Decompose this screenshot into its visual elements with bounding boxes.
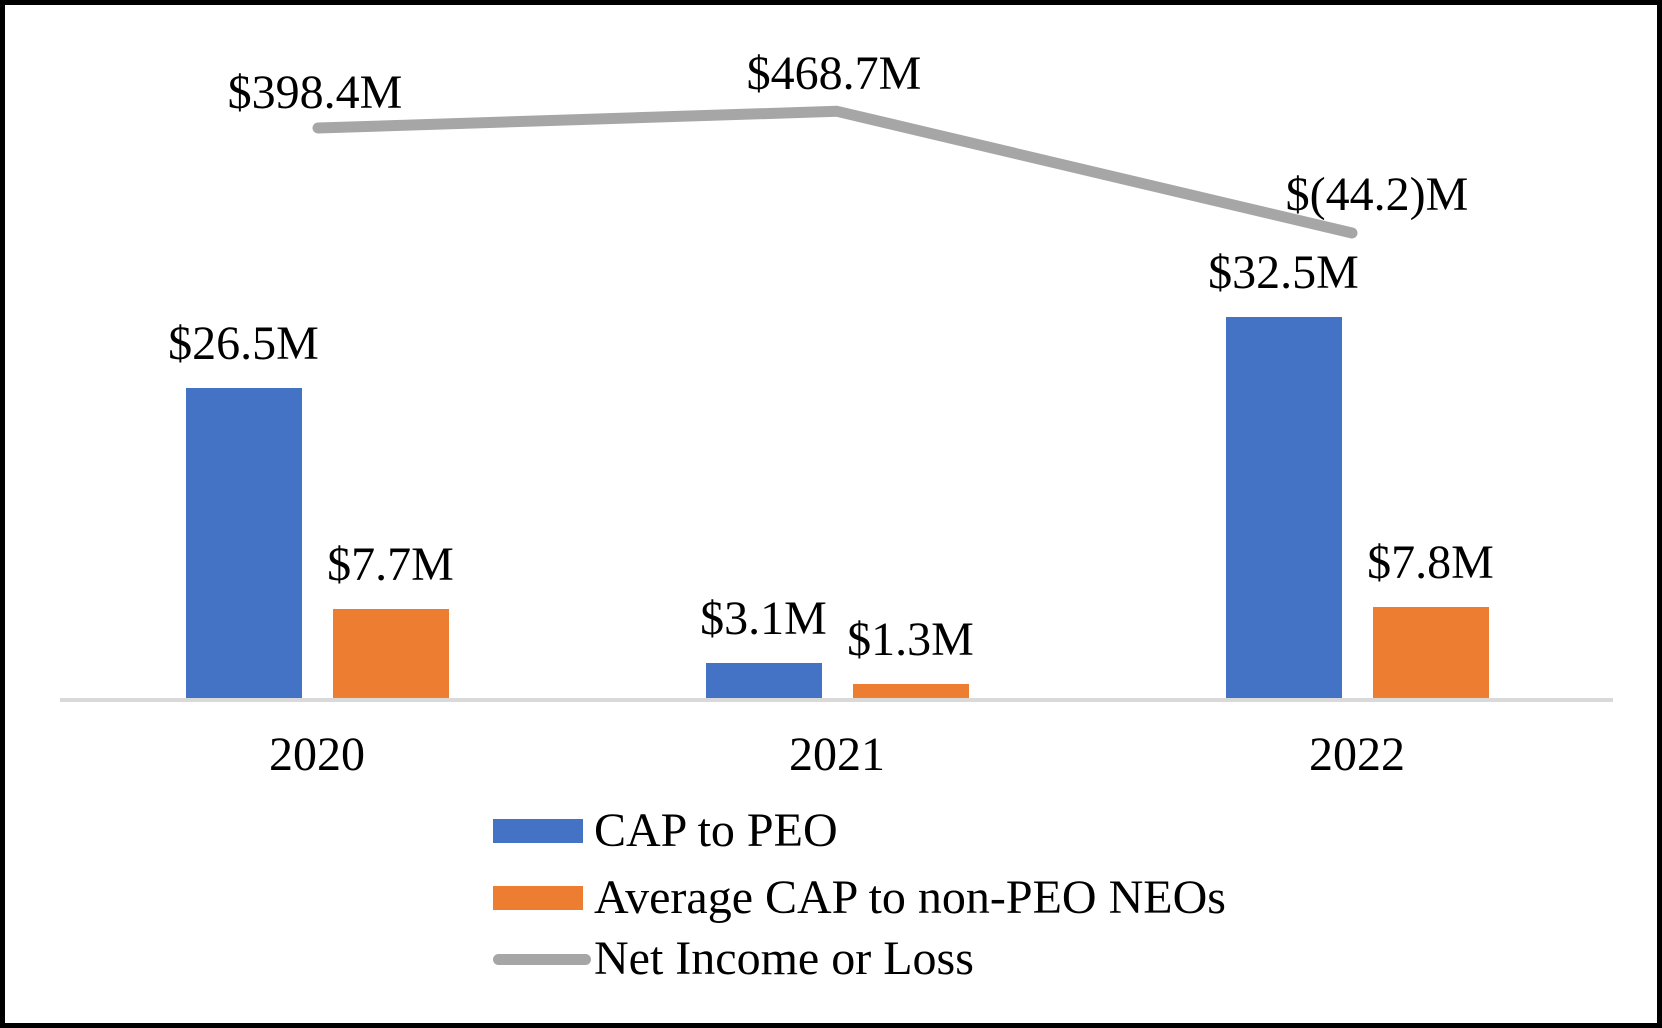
x-tick-label-2020: 2020 <box>269 728 365 781</box>
x-tick-label-2021: 2021 <box>789 728 885 781</box>
line-data-label: $468.7M <box>746 47 922 101</box>
legend-line-swatch <box>493 953 591 965</box>
bar-cap-to-peo-2020 <box>185 387 302 699</box>
data-label: $32.5M <box>1208 246 1359 300</box>
legend-item-cap-to-peo: CAP to PEO <box>493 807 838 855</box>
bar-average-cap-to-non-peo-neos-2020 <box>332 608 449 699</box>
legend-label: Net Income or Loss <box>594 932 974 985</box>
legend-item-net-income-or-loss: Net Income or Loss <box>493 935 974 983</box>
data-label: $7.8M <box>1367 536 1494 590</box>
legend-item-average-cap-to-non-peo-neos: Average CAP to non-PEO NEOs <box>493 874 1226 922</box>
x-axis-line <box>60 698 1613 702</box>
net-income-polyline <box>312 105 1358 239</box>
line-data-label: $398.4M <box>227 65 403 119</box>
legend-label: Average CAP to non-PEO NEOs <box>594 871 1226 924</box>
bar-average-cap-to-non-peo-neos-2021 <box>852 683 969 699</box>
net-income-line <box>312 105 1358 239</box>
x-tick-label-2022: 2022 <box>1309 728 1405 781</box>
data-label: $7.7M <box>327 537 454 591</box>
legend-label: CAP to PEO <box>594 804 838 857</box>
bar-average-cap-to-non-peo-neos-2022 <box>1372 607 1489 699</box>
data-label: $3.1M <box>700 591 827 645</box>
data-label: $1.3M <box>847 612 974 666</box>
bar-cap-to-peo-2021 <box>705 662 822 699</box>
legend-bar-swatch <box>493 886 583 910</box>
data-label: $26.5M <box>168 316 319 370</box>
bar-cap-to-peo-2022 <box>1225 317 1342 699</box>
legend-bar-swatch <box>493 819 583 843</box>
pay-versus-performance-chart: $26.5M $3.1M $32.5M $7.7M $1.3M $7.8M $398.4M $… <box>5 5 1657 1023</box>
line-data-label: $(44.2)M <box>1285 167 1469 221</box>
